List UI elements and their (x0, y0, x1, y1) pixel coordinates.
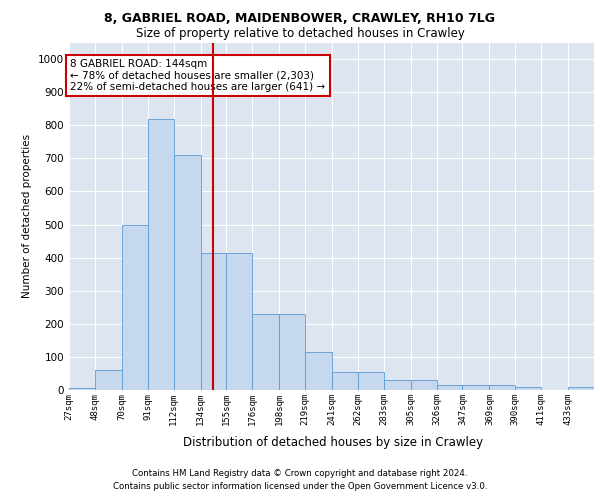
Bar (279, 314, 305, 390)
Bar (332, 372, 358, 390)
Bar (568, 386, 594, 390)
Text: 8 GABRIEL ROAD: 144sqm
← 78% of detached houses are smaller (2,303)
22% of semi-: 8 GABRIEL ROAD: 144sqm ← 78% of detached… (70, 59, 325, 92)
Bar (305, 352, 332, 390)
Bar (122, 224, 148, 390)
Bar (148, 118, 173, 390)
Text: Distribution of detached houses by size in Crawley: Distribution of detached houses by size … (183, 436, 483, 449)
Bar (226, 252, 252, 390)
Text: Contains HM Land Registry data © Crown copyright and database right 2024.: Contains HM Land Registry data © Crown c… (132, 468, 468, 477)
Bar (463, 385, 490, 390)
Bar (490, 385, 515, 390)
Bar (411, 380, 437, 390)
Bar (69, 388, 95, 390)
Bar (515, 386, 541, 390)
Bar (95, 370, 122, 390)
Text: 8, GABRIEL ROAD, MAIDENBOWER, CRAWLEY, RH10 7LG: 8, GABRIEL ROAD, MAIDENBOWER, CRAWLEY, R… (104, 12, 496, 26)
Bar (200, 252, 226, 390)
Bar (252, 314, 279, 390)
Text: Size of property relative to detached houses in Crawley: Size of property relative to detached ho… (136, 28, 464, 40)
Text: Contains public sector information licensed under the Open Government Licence v3: Contains public sector information licen… (113, 482, 487, 491)
Y-axis label: Number of detached properties: Number of detached properties (22, 134, 32, 298)
Bar (437, 385, 463, 390)
Bar (173, 155, 200, 390)
Bar (358, 372, 384, 390)
Bar (384, 380, 411, 390)
